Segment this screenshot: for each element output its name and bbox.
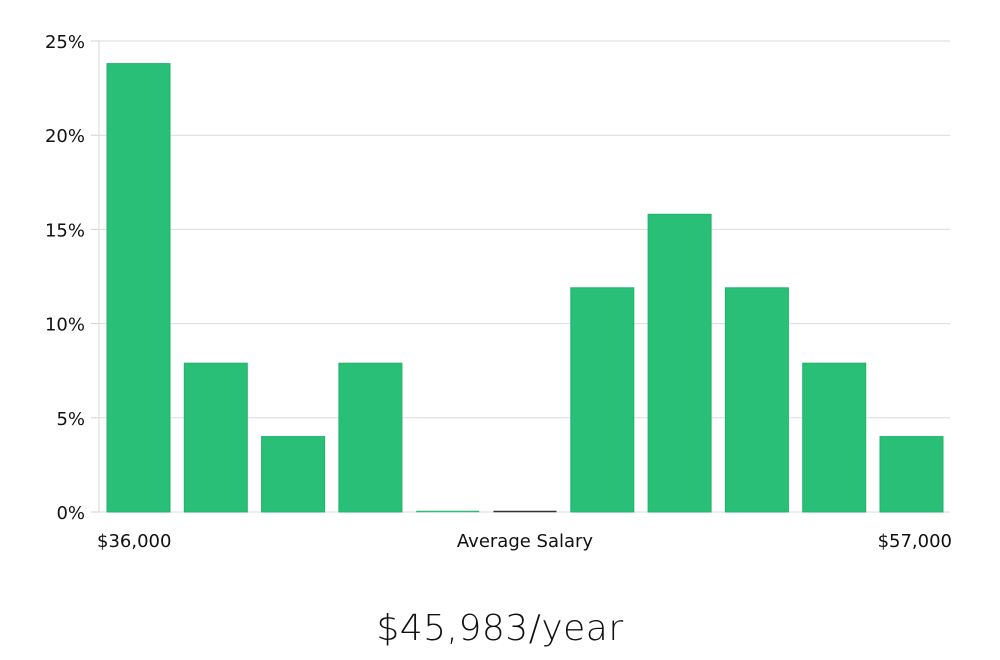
y-tick-label: 0% xyxy=(56,503,85,524)
bar xyxy=(879,436,944,513)
bar xyxy=(724,287,789,513)
bar xyxy=(647,213,712,513)
salary-histogram: 0%5%10%15%20%25% $36,000 Average Salary … xyxy=(45,32,952,552)
x-axis-label: Average Salary xyxy=(457,531,594,552)
average-salary-value: $45,983/year xyxy=(376,608,624,649)
bar xyxy=(183,362,248,513)
y-tick-label: 25% xyxy=(45,32,85,53)
bar xyxy=(338,362,403,513)
bar xyxy=(570,287,635,513)
y-tick-label: 5% xyxy=(56,409,85,430)
bar xyxy=(261,436,326,513)
y-axis-ticks: 0% 5% 10% 15% 20% 25% xyxy=(45,32,99,524)
x-start-label: $36,000 xyxy=(97,531,171,552)
y-tick-label: 15% xyxy=(45,220,85,241)
bar xyxy=(106,63,171,513)
y-tick-label: 20% xyxy=(45,126,85,147)
bar xyxy=(802,362,867,513)
y-tick-label: 10% xyxy=(45,315,85,336)
bars xyxy=(106,63,944,513)
x-end-label: $57,000 xyxy=(878,531,952,552)
